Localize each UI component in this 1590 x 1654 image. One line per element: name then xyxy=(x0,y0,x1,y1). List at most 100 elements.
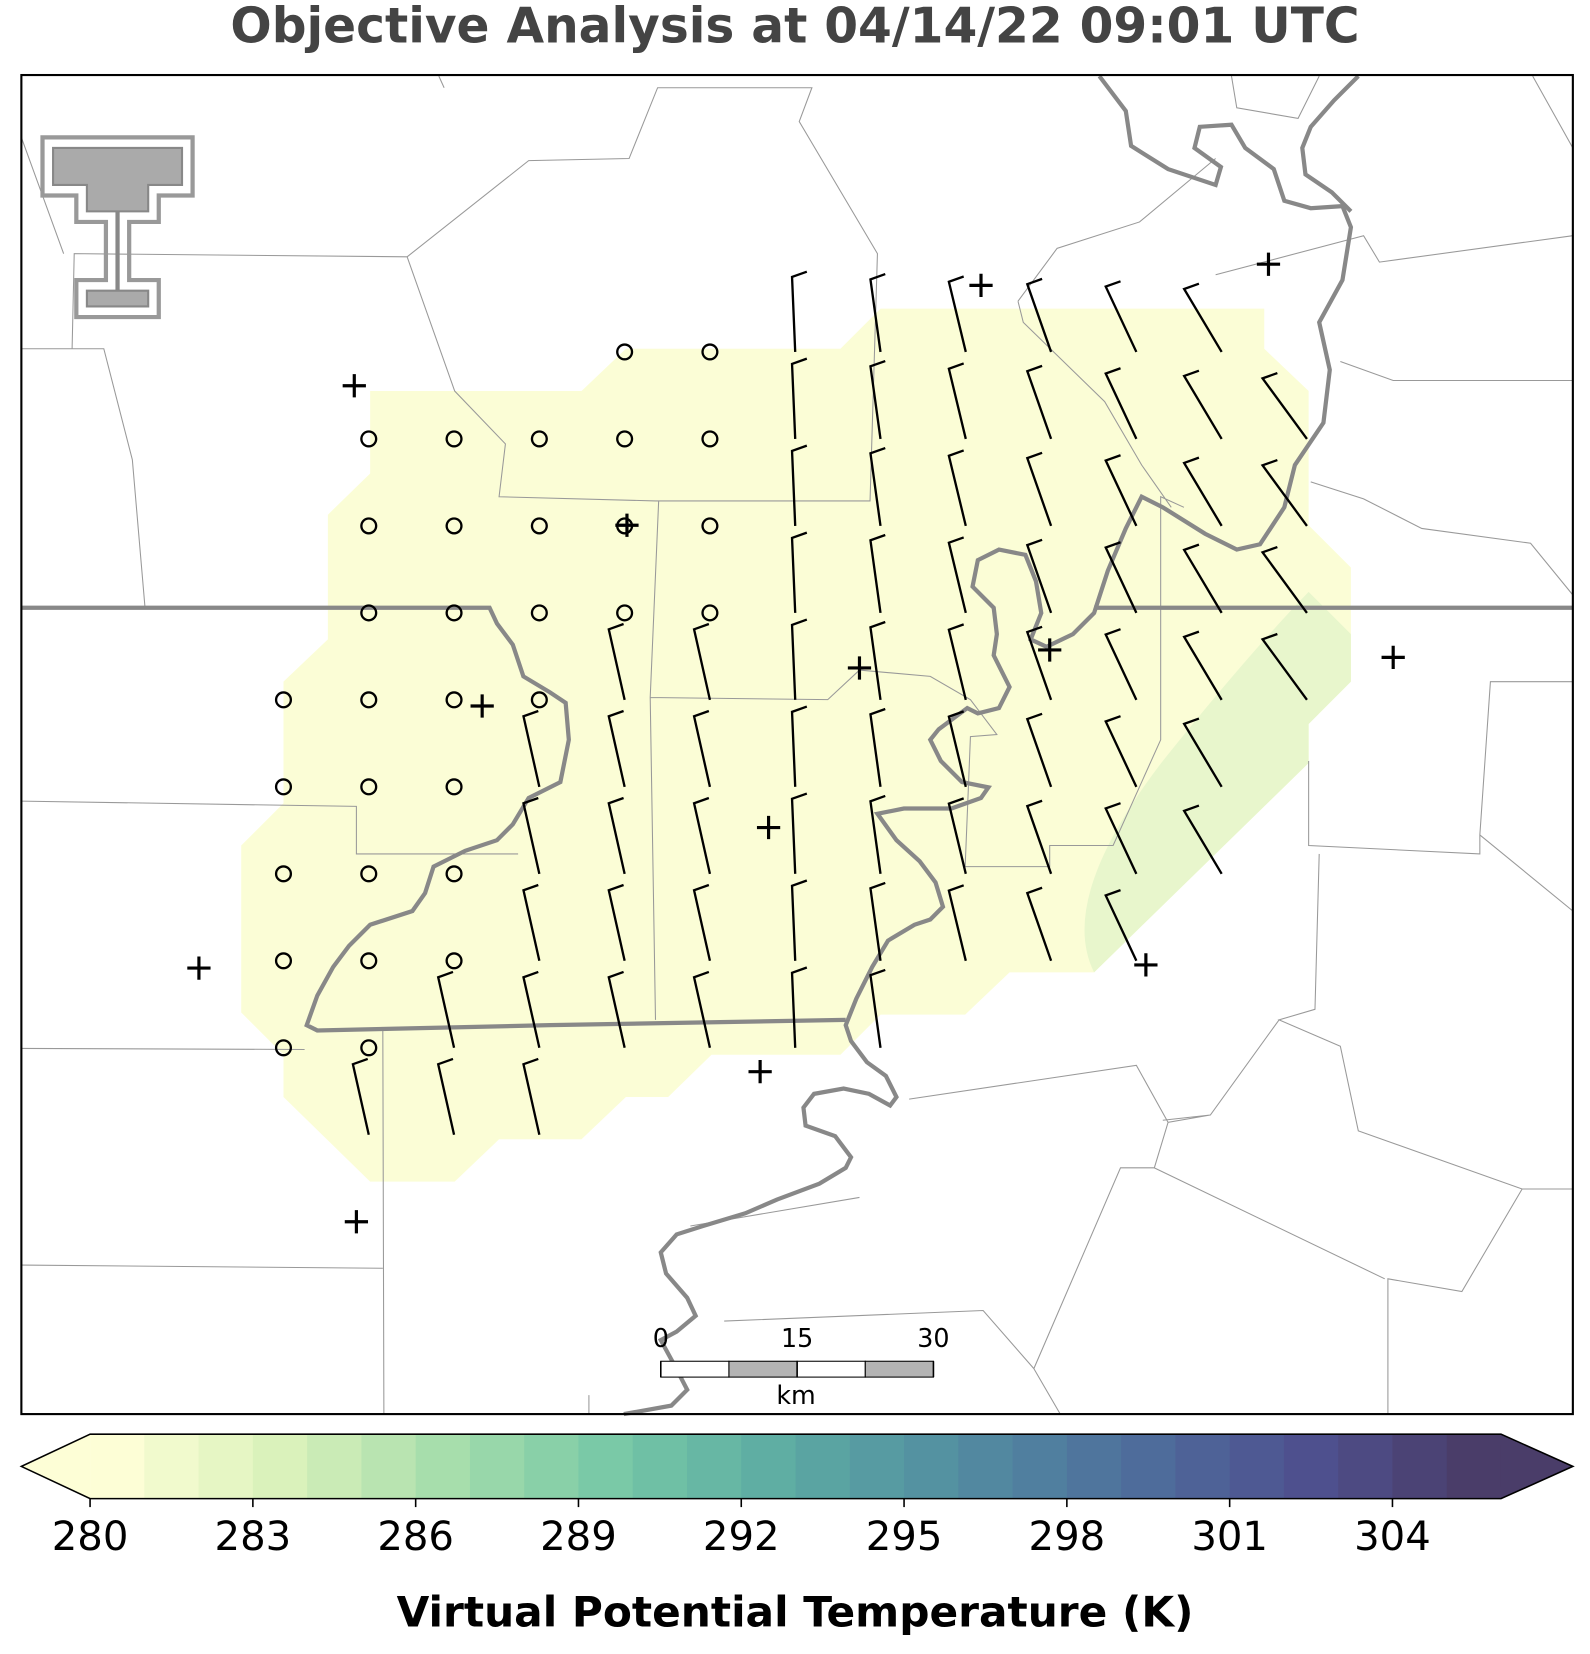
wind-barb xyxy=(1182,282,1223,353)
missing-station xyxy=(342,374,366,398)
colorbar-segment xyxy=(307,1434,362,1499)
wind-barb xyxy=(869,881,886,961)
wind-barb xyxy=(1104,454,1138,527)
wind-barb xyxy=(1025,451,1053,527)
colorbar-segment xyxy=(1012,1434,1068,1499)
missing-station xyxy=(615,513,639,537)
wind-barb xyxy=(790,444,808,526)
calm-station xyxy=(360,952,378,970)
scale-tick-label: 30 xyxy=(917,1323,949,1353)
wind-barb xyxy=(869,533,886,614)
wind-barb xyxy=(607,709,626,788)
wind-barb xyxy=(1104,280,1138,353)
wind-barb xyxy=(790,966,808,1048)
logo xyxy=(40,135,195,320)
wind-barb xyxy=(869,446,886,527)
scale-segment xyxy=(728,1360,798,1378)
wind-barb xyxy=(1025,277,1053,353)
missing-station xyxy=(1134,953,1158,977)
calm-station xyxy=(360,778,378,796)
calm-station xyxy=(701,343,719,361)
wind-barb xyxy=(869,272,886,353)
wind-barb xyxy=(1025,799,1053,875)
calm-station xyxy=(360,430,378,448)
missing-station xyxy=(756,815,781,840)
wind-barb xyxy=(790,357,808,439)
wind-barb xyxy=(947,536,967,614)
colorbar-segment xyxy=(1121,1434,1176,1499)
scale-tick-label: 15 xyxy=(781,1323,813,1353)
colorbar-tick-label: 283 xyxy=(215,1514,292,1560)
wind-barb xyxy=(607,970,626,1049)
calm-station xyxy=(360,1039,378,1057)
wind-barb xyxy=(522,883,541,962)
wind-barb xyxy=(947,884,967,962)
scale-segment xyxy=(660,1360,730,1378)
wind-barb xyxy=(790,792,808,874)
scale-segment xyxy=(796,1360,866,1378)
wind-barb xyxy=(692,883,712,962)
missing-station xyxy=(1256,252,1281,276)
colorbar-segment xyxy=(252,1434,308,1499)
title: Objective Analysis at 04/14/22 09:01 UTC xyxy=(230,0,1359,54)
colorbar-segment xyxy=(1283,1434,1339,1499)
wind-barb xyxy=(692,796,712,875)
colorbar-segment xyxy=(849,1434,905,1499)
calm-station xyxy=(274,1039,293,1057)
wind-barb xyxy=(1182,543,1223,614)
calm-station xyxy=(445,517,463,535)
colorbar-tick-label: 286 xyxy=(377,1514,454,1560)
calm-station xyxy=(445,865,463,883)
wind-barb xyxy=(692,709,712,788)
calm-station xyxy=(274,952,293,970)
wind-barb xyxy=(1182,804,1223,875)
wind-barb xyxy=(1025,625,1053,701)
wind-barb xyxy=(790,618,808,700)
colorbar-segment xyxy=(144,1434,200,1499)
scale-unit: km xyxy=(776,1380,815,1410)
wind-barb xyxy=(1260,545,1308,614)
colorbar-tick-label: 289 xyxy=(540,1514,617,1560)
calm-station xyxy=(360,691,378,709)
wind-barb xyxy=(607,883,626,962)
colorbar-segment xyxy=(361,1434,417,1499)
wind-barb xyxy=(1104,541,1138,614)
wind-barb xyxy=(1025,538,1053,614)
wind-barb xyxy=(869,968,886,1048)
analysis-field xyxy=(241,308,1351,1182)
wind-barb xyxy=(947,797,967,875)
colorbar-segment xyxy=(198,1434,254,1499)
calm-station xyxy=(445,604,463,622)
wind-barb xyxy=(1025,364,1053,440)
scale-tick-label: 0 xyxy=(653,1323,669,1353)
colorbar-segment xyxy=(1446,1434,1502,1499)
colorbar-tick-label: 301 xyxy=(1191,1514,1268,1560)
wind-barb xyxy=(1182,369,1223,440)
calm-station xyxy=(530,430,548,448)
wind-barb xyxy=(1260,458,1308,527)
colorbar-tick-label: 292 xyxy=(703,1514,780,1560)
calm-station xyxy=(701,604,719,622)
wind-barb xyxy=(436,1057,456,1136)
colorbar-tick-label: 295 xyxy=(866,1514,943,1560)
missing-station xyxy=(847,656,872,680)
wind-barb xyxy=(1025,886,1053,962)
missing-station xyxy=(187,956,211,980)
wind-barb xyxy=(1260,371,1308,440)
wind-barb xyxy=(947,710,967,788)
stations xyxy=(187,252,1405,1234)
colorbar-segment xyxy=(90,1434,145,1499)
wind-barb xyxy=(790,879,808,961)
missing-station xyxy=(1381,645,1405,669)
calm-station xyxy=(360,865,378,883)
wind-barb xyxy=(790,270,808,352)
wind-barb xyxy=(1182,456,1223,527)
wind-barb xyxy=(869,707,886,787)
wind-barb xyxy=(522,796,541,875)
colorbar-extend-low xyxy=(21,1434,91,1499)
colorbar-segment xyxy=(1175,1434,1231,1499)
wind-barb xyxy=(351,1057,370,1136)
colorbar-segment xyxy=(524,1434,579,1499)
wind-barb xyxy=(1104,367,1138,440)
